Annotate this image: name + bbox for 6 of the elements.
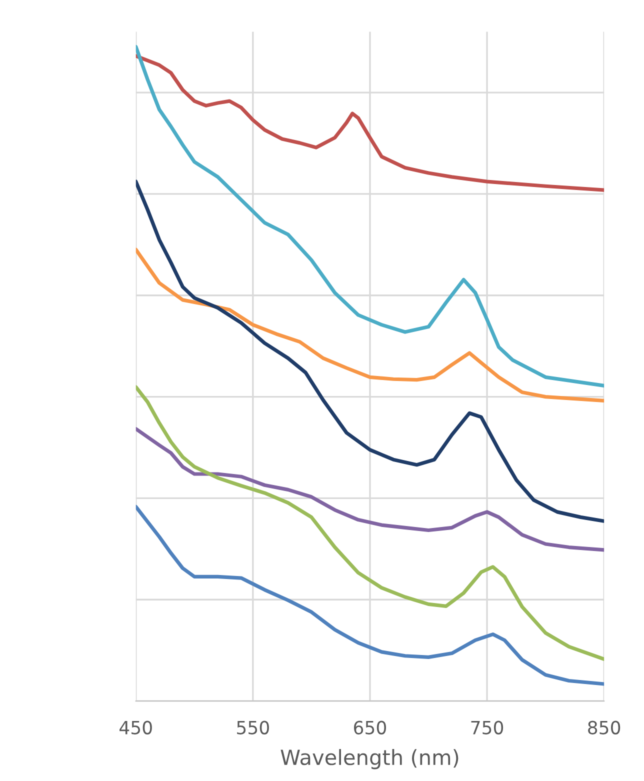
x-tick-label: 850 [588,720,620,734]
x-tick-label: 750 [471,720,504,734]
x-axis-title: Wavelength (nm) [280,749,458,770]
x-tick-label: 550 [237,720,269,734]
x-tick-label: 650 [354,720,386,734]
x-tick-label: 450 [120,720,152,734]
